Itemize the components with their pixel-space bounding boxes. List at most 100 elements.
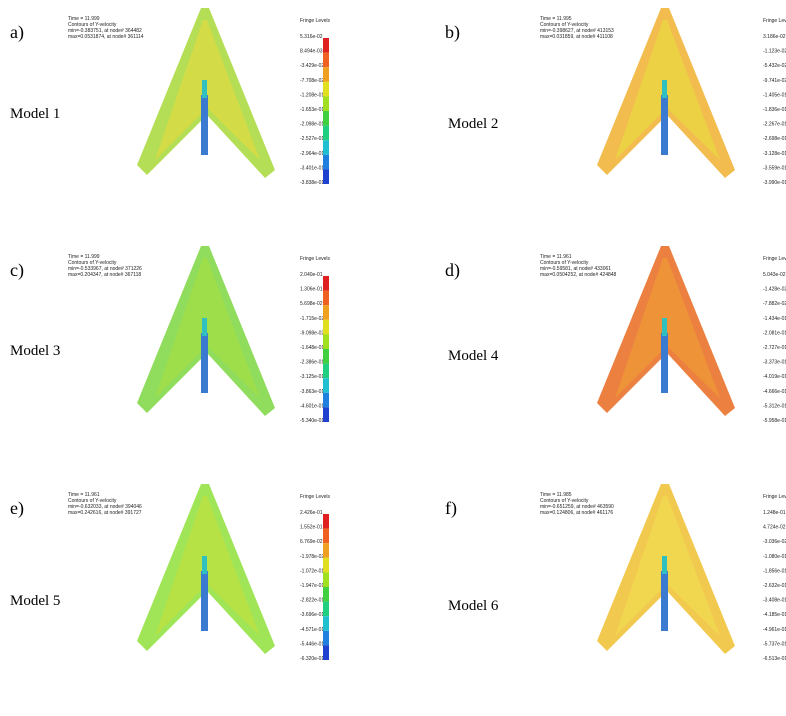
plot-stem: [661, 571, 668, 631]
header-max: max=0.031859, at node# 411108: [540, 34, 613, 40]
fringe-level: -5.446e-01: [300, 641, 324, 647]
colorbar-segment: [323, 276, 329, 291]
colorbar-segment: [323, 349, 329, 364]
panel: a)Model 1Time = 11.999Contours of Y-velo…: [10, 8, 331, 186]
fringe-level: -3.863e-01: [300, 389, 324, 395]
fringe-level: -1.123e-02: [763, 49, 786, 55]
fringe-level: -3.036e-02: [763, 539, 786, 545]
fringe-level: 2.426e-01: [300, 510, 323, 516]
fringe-title: Fringe Levels: [300, 18, 331, 24]
fringe-level: -2.822e-01: [300, 598, 324, 604]
panel-label: b): [445, 22, 460, 43]
colorbar-segment: [323, 407, 329, 422]
plot-stem-top: [662, 80, 667, 98]
model-name: Model 5: [10, 593, 60, 609]
colorbar-segment: [323, 334, 329, 349]
fringe-level: -2.632e-01: [763, 583, 786, 589]
fringe-level: -5.737e-01: [763, 641, 786, 647]
colorbar-segment: [323, 155, 329, 170]
fringe-level: -3.128e-01: [763, 151, 786, 157]
fringe-level: -3.838e-01: [300, 180, 324, 186]
model-name: Model 4: [448, 348, 499, 364]
fringe-level: -5.432e-02: [763, 63, 786, 69]
fringe-title: Fringe Levels: [300, 494, 331, 500]
colorbar-segment: [323, 291, 329, 306]
fringe-level: -3.408e-01: [763, 598, 786, 604]
fringe-level: 1.248e-01: [763, 510, 786, 516]
fringe-level: -4.666e-01: [763, 389, 786, 395]
plot-stem: [201, 571, 208, 631]
plot-stem-top: [662, 556, 667, 574]
fringe-level: -2.527e-01: [300, 136, 324, 142]
fringe-level: -3.696e-01: [300, 612, 324, 618]
panel-label: d): [445, 260, 460, 281]
fringe-title: Fringe Levels: [763, 494, 786, 500]
colorbar-segment: [323, 572, 329, 587]
fringe-title: Fringe Levels: [763, 256, 786, 262]
fringe-level: -9.741e-02: [763, 78, 786, 84]
fringe-level: -4.019e-01: [763, 374, 786, 380]
header-max: max=0.0504252, at node# 424848: [540, 272, 617, 278]
panel: c)Model 3Time = 11.999Contours of Y-velo…: [10, 246, 331, 424]
model-name: Model 1: [10, 106, 60, 122]
plot-stem-top: [202, 318, 207, 336]
fringe-level: -1.405e-01: [763, 92, 786, 98]
fringe-level: -7.882e-02: [763, 301, 786, 307]
fringe-level: -2.267e-01: [763, 122, 786, 128]
fringe-level: -5.340e-01: [300, 418, 324, 424]
colorbar-segment: [323, 126, 329, 141]
panel-label: a): [10, 22, 24, 43]
colorbar-segment: [323, 616, 329, 631]
fringe-level: 5.698e-02: [300, 301, 323, 307]
fringe-level: -2.698e-01: [763, 136, 786, 142]
header-max: max=0.204347, at node# 367118: [68, 272, 141, 278]
fringe-level: -4.961e-01: [763, 627, 786, 633]
colorbar-segment: [323, 378, 329, 393]
plot-stem-top: [202, 80, 207, 98]
fringe-level: -2.964e-01: [300, 151, 324, 157]
fringe-level: -1.434e-01: [763, 316, 786, 322]
fringe-level: 2.040e-01: [300, 272, 323, 278]
fringe-level: -3.373e-01: [763, 360, 786, 366]
panel-label: c): [10, 260, 24, 281]
fringe-level: 3.186e-02: [763, 34, 786, 40]
fringe-level: 5.316e-02: [300, 34, 323, 40]
colorbar-segment: [323, 645, 329, 660]
colorbar-segment: [323, 67, 329, 82]
fringe-level: -2.727e-01: [763, 345, 786, 351]
fringe-level: -2.098e-01: [300, 122, 324, 128]
fringe-level: -5.958e-01: [763, 418, 786, 424]
colorbar-segment: [323, 602, 329, 617]
fringe-level: 4.724e-02: [763, 525, 786, 531]
panel-label: f): [445, 498, 457, 519]
header-max: max=0.0531874, at node# 361114: [68, 34, 144, 40]
fringe-level: -1.080e-01: [763, 554, 786, 560]
colorbar-segment: [323, 140, 329, 155]
fringe-title: Fringe Levels: [300, 256, 331, 262]
model-name: Model 2: [448, 116, 498, 132]
plot-stem-top: [662, 318, 667, 336]
plot-stem: [201, 95, 208, 155]
fringe-level: -7.708e-02: [300, 78, 324, 84]
fringe-level: 1.552e-01: [300, 525, 323, 531]
fringe-level: -3.401e-01: [300, 165, 324, 171]
fringe-level: -4.185e-01: [763, 612, 786, 618]
fringe-level: -1.648e-01: [300, 345, 324, 351]
fringe-level: -1.856e-01: [763, 568, 786, 574]
fringe-level: 5.043e-02: [763, 272, 786, 278]
fringe-level: -6.513e-01: [763, 656, 786, 662]
colorbar-segment: [323, 364, 329, 379]
plot-stem: [661, 333, 668, 393]
fringe-level: -4.601e-01: [300, 403, 324, 409]
colorbar-segment: [323, 82, 329, 97]
fringe-title: Fringe Levels: [763, 18, 786, 24]
colorbar-segment: [323, 587, 329, 602]
fringe-level: 8.494e-03: [300, 49, 323, 55]
fringe-level: -1.208e-01: [300, 92, 324, 98]
panel-label: e): [10, 498, 24, 519]
fringe-level: -1.978e-02: [300, 554, 324, 560]
fringe-level: -2.386e-01: [300, 360, 324, 366]
